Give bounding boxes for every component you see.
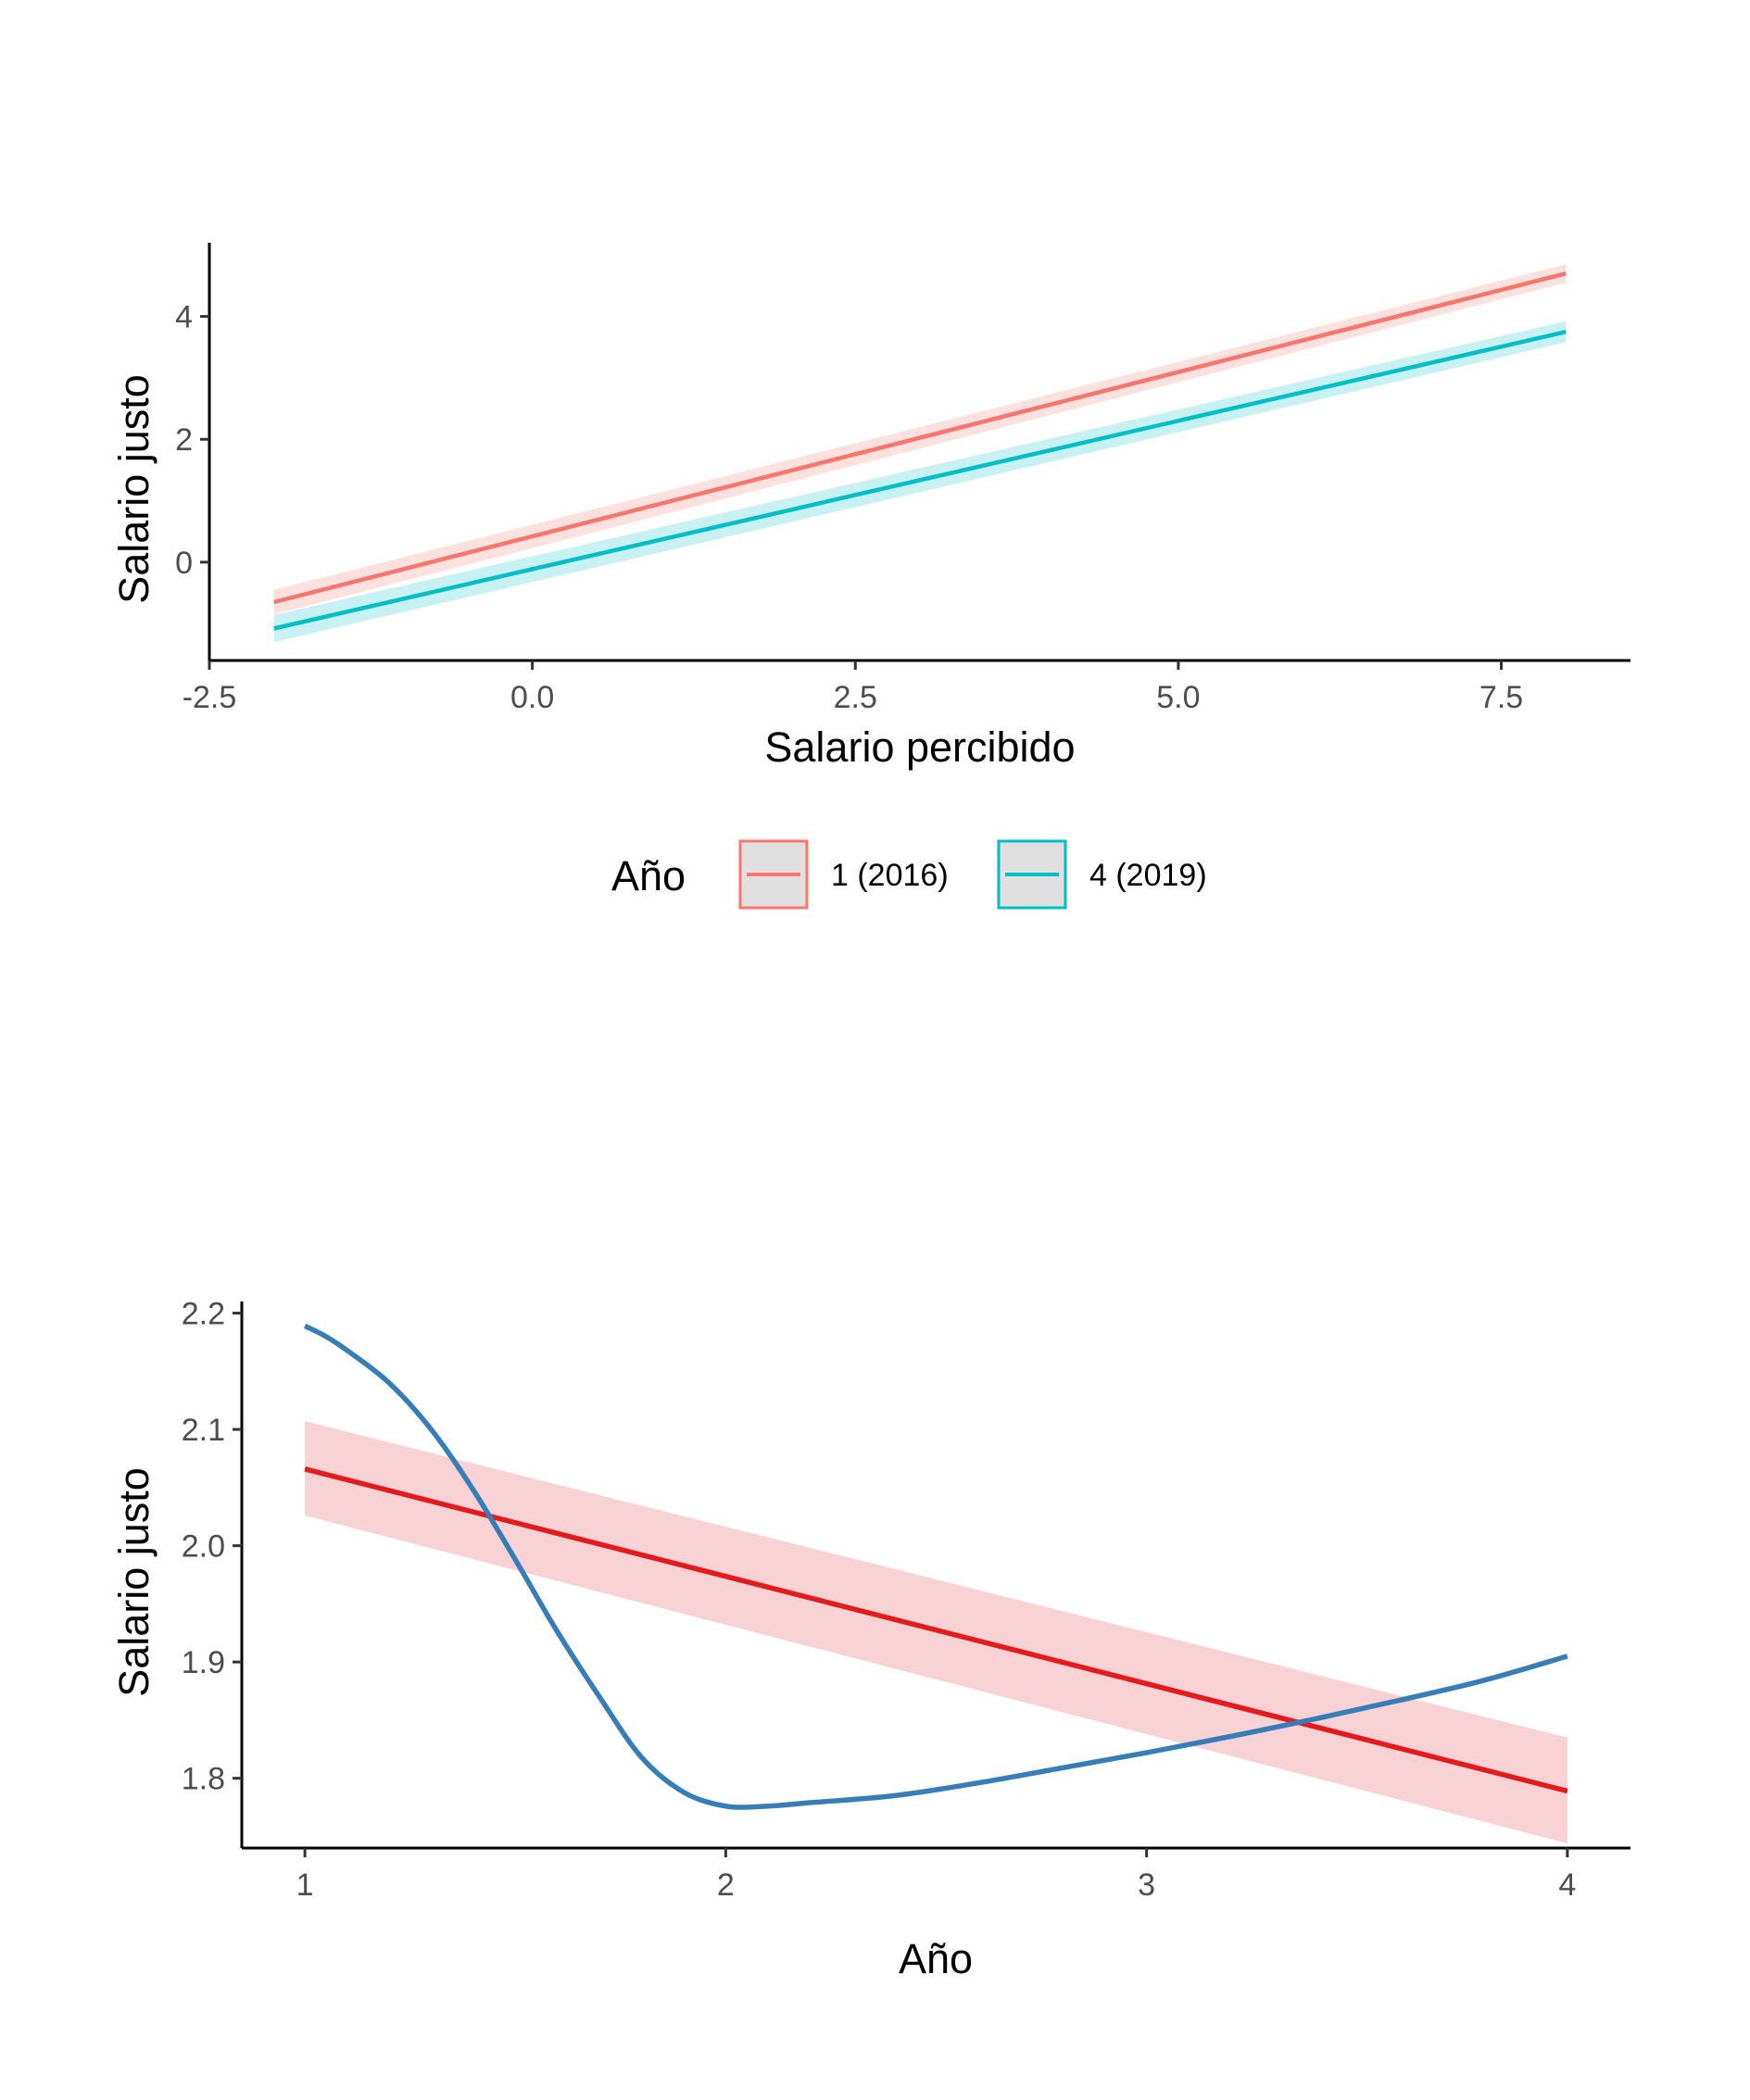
y-tick-label: 2.2	[182, 1297, 225, 1332]
y-axis-title: Salario justo	[110, 374, 157, 604]
y-axis-title: Salario justo	[110, 1467, 157, 1697]
y-tick-label: 2	[175, 422, 193, 458]
chart-2-fair-salary-by-year: 1 2 3 4 1.8 1.9 2.0 2.1 2.2 Año Salario justo	[110, 1297, 1630, 1982]
y-tick-label: 1.8	[182, 1762, 225, 1797]
y-tick-label: 2.1	[182, 1413, 225, 1448]
y-tick-label: 4	[175, 300, 193, 335]
legend-item-2: 4 (2019)	[997, 839, 1207, 910]
x-tick-label: 1	[296, 1867, 314, 1903]
line-series-2	[303, 1323, 1568, 1810]
y-tick-label: 0	[175, 546, 193, 581]
y-tick-label: 2.0	[182, 1529, 225, 1565]
x-tick-label: 2	[717, 1867, 735, 1903]
y-tick-label: 1.9	[182, 1645, 225, 1680]
x-tick-label: 3	[1138, 1867, 1155, 1903]
axes: -2.5 0.0 2.5 5.0 7.5 0 2 4	[175, 243, 1630, 715]
chart-1-perceived-vs-fair-salary: -2.5 0.0 2.5 5.0 7.5 0 2 4 Salario percibido Sa…	[110, 243, 1630, 910]
x-tick-label: 0.0	[510, 680, 554, 715]
x-tick-label: -2.5	[183, 680, 237, 715]
legend-title: Año	[611, 852, 686, 899]
x-axis-title: Salario percibido	[764, 723, 1075, 771]
line-series-2	[273, 330, 1567, 631]
x-axis-title: Año	[899, 1935, 973, 1982]
x-tick-label: 5.0	[1156, 680, 1200, 715]
axes: 1 2 3 4 1.8 1.9 2.0 2.1 2.2	[182, 1297, 1630, 1903]
legend: Año 1 (2016) 4 (2019)	[611, 839, 1207, 910]
line-series-1	[273, 271, 1567, 605]
trend-lines	[303, 1323, 1568, 1810]
x-tick-label: 4	[1558, 1867, 1576, 1903]
legend-label-2: 4 (2019)	[1089, 858, 1207, 893]
line-series-1	[304, 1466, 1568, 1794]
legend-label-1: 1 (2016)	[831, 858, 949, 893]
regression-lines	[273, 271, 1567, 631]
x-tick-label: 2.5	[834, 680, 877, 715]
x-tick-label: 7.5	[1479, 680, 1523, 715]
legend-item-1: 1 (2016)	[738, 839, 949, 910]
